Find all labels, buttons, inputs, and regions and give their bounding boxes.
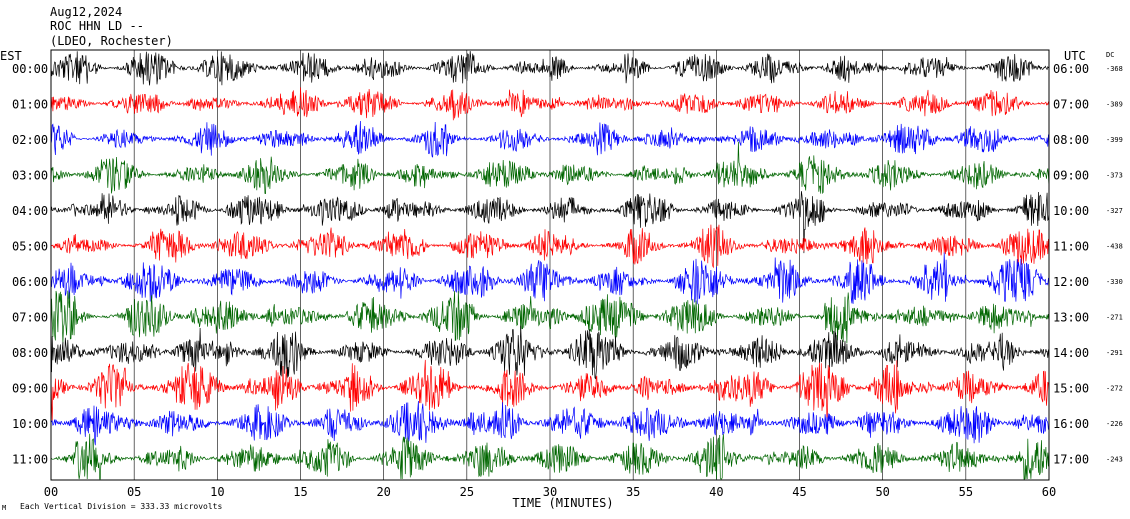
x-tick-label: 50: [875, 485, 889, 499]
x-tick-label: 60: [1042, 485, 1056, 499]
utc-hour-label: 07:00: [1053, 98, 1089, 112]
seismic-traces: [50, 50, 1050, 480]
dc-offset-label: -291: [1106, 349, 1123, 357]
est-hour-label: 08:00: [12, 346, 48, 360]
dc-offset-label: -243: [1106, 456, 1123, 464]
dc-offset-label: -373: [1106, 172, 1123, 180]
dc-offset-labels: -368 -389 -399 -373 -327 -438 -330 -271 -291 -272…: [1106, 65, 1123, 464]
plot-frame: [50, 49, 1050, 481]
est-hour-label: 07:00: [12, 311, 48, 325]
utc-hour-label: 11:00: [1053, 240, 1089, 254]
dc-offset-label: -368: [1106, 65, 1123, 73]
x-tick-label: 05: [127, 485, 141, 499]
utc-hour-label: 15:00: [1053, 382, 1089, 396]
est-hour-label: 11:00: [12, 453, 48, 467]
x-axis-label: TIME (MINUTES): [512, 496, 613, 510]
x-tick-label: 25: [460, 485, 474, 499]
right-timezone-label: UTC: [1064, 49, 1086, 63]
x-tick-label: 30: [543, 485, 557, 499]
x-tick-label: 00: [44, 485, 58, 499]
x-tick-label: 10: [210, 485, 224, 499]
dc-offset-label: -327: [1106, 207, 1123, 215]
utc-hour-label: 13:00: [1053, 311, 1089, 325]
seismic-trace-1000: [50, 400, 1050, 446]
footer-scale-note: Each Vertical Division = 333.33 microvol…: [20, 502, 222, 511]
est-hour-label: 04:00: [12, 204, 48, 218]
est-hour-label: 03:00: [12, 169, 48, 183]
dc-offset-label: -272: [1106, 385, 1123, 393]
seismic-trace-0300: [50, 141, 1050, 195]
x-tick-labels: 00 05 10 15 20 25 30 35 40 45 50 55 60: [44, 485, 1056, 499]
utc-hour-labels: 06:00 07:00 08:00 09:00 10:00 11:00 12:00 13:00…: [1053, 62, 1089, 467]
header-date: Aug12,2024: [50, 5, 122, 19]
utc-hour-label: 16:00: [1053, 417, 1089, 431]
est-hour-label: 00:00: [12, 62, 48, 76]
dc-offset-label: -226: [1106, 420, 1123, 428]
dc-offset-label: -438: [1106, 243, 1123, 251]
est-hour-label: 10:00: [12, 417, 48, 431]
utc-hour-label: 06:00: [1053, 62, 1089, 76]
seismic-trace-0100: [50, 87, 1050, 121]
est-hour-label: 05:00: [12, 240, 48, 254]
dc-label: DC: [1106, 51, 1114, 59]
utc-hour-label: 12:00: [1053, 275, 1089, 289]
est-hour-label: 01:00: [12, 98, 48, 112]
x-tick-label: 40: [709, 485, 723, 499]
est-hour-label: 06:00: [12, 275, 48, 289]
utc-hour-label: 08:00: [1053, 133, 1089, 147]
utc-hour-label: 10:00: [1053, 204, 1089, 218]
seismic-trace-1100: [50, 433, 1050, 480]
header-station: ROC HHN LD --: [50, 19, 144, 33]
left-timezone-label: EST: [0, 49, 22, 63]
x-tick-label: 15: [293, 485, 307, 499]
x-tick-label: 55: [959, 485, 973, 499]
utc-hour-label: 14:00: [1053, 346, 1089, 360]
x-tick-label: 45: [792, 485, 806, 499]
dc-offset-label: -330: [1106, 278, 1123, 286]
header-network: (LDEO, Rochester): [50, 34, 173, 48]
corner-mark: M: [2, 504, 6, 512]
utc-hour-label: 17:00: [1053, 453, 1089, 467]
est-hour-label: 09:00: [12, 382, 48, 396]
dc-offset-label: -389: [1106, 101, 1123, 109]
seismic-trace-0800: [50, 325, 1050, 380]
seismic-trace-0700: [50, 290, 1050, 344]
dc-offset-label: -399: [1106, 136, 1123, 144]
grid-lines: [133, 50, 967, 480]
dc-offset-label: -271: [1106, 314, 1123, 322]
utc-hour-label: 09:00: [1053, 169, 1089, 183]
seismic-trace-0000: [50, 50, 1050, 86]
seismic-trace-0900: [50, 359, 1050, 422]
seismic-trace-0200: [50, 120, 1050, 158]
seismic-trace-0400: [50, 191, 1050, 254]
est-hour-labels: 00:00 01:00 02:00 03:00 04:00 05:00 06:00 07:00…: [12, 62, 48, 467]
est-hour-label: 02:00: [12, 133, 48, 147]
x-tick-label: 35: [626, 485, 640, 499]
x-tick-label: 20: [376, 485, 390, 499]
seismic-trace-0600: [50, 252, 1050, 305]
seismic-trace-0500: [50, 224, 1050, 269]
